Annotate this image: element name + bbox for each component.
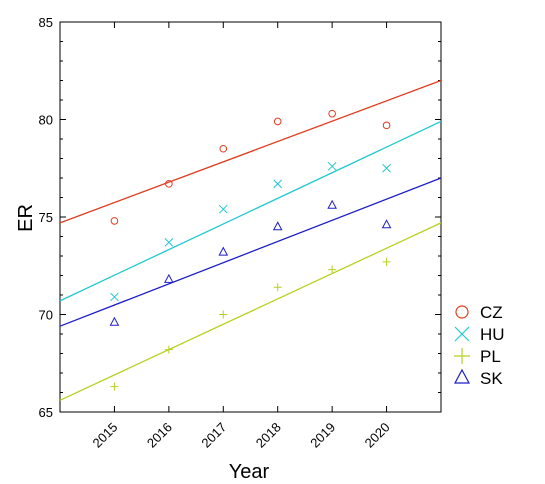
data-point-hu xyxy=(110,292,119,302)
fit-line-hu xyxy=(59,120,442,302)
plot-area: 65 70 75 80 85 2015 2016 2017 2018 2019 2020 xyxy=(39,15,442,451)
legend: CZ HU PL SK xyxy=(453,303,505,388)
data-point-sk xyxy=(327,199,337,209)
x-axis-title: Year xyxy=(229,461,270,483)
legend-label-sk: SK xyxy=(480,369,503,388)
data-point-hu xyxy=(164,237,174,247)
plot-frame xyxy=(59,21,442,413)
data-point-hu xyxy=(273,179,283,189)
data-point-cz xyxy=(382,121,391,130)
data-point-pl xyxy=(110,382,119,391)
legend-label-cz: CZ xyxy=(480,303,503,322)
fit-line-cz xyxy=(59,79,442,224)
data-point-hu xyxy=(218,204,228,214)
y-axis-title: ER xyxy=(15,204,37,232)
data-point-cz xyxy=(219,144,228,153)
data-point-sk xyxy=(218,246,229,256)
fit-line-pl xyxy=(59,222,442,401)
y-tick-label: 85 xyxy=(39,15,53,30)
data-point-sk xyxy=(381,219,392,229)
data-point-sk xyxy=(109,316,120,326)
data-point-cz xyxy=(328,109,336,118)
data-point-hu xyxy=(327,161,337,171)
legend-item-sk: SK xyxy=(453,368,503,388)
legend-marker-pl xyxy=(454,348,470,364)
legend-marker-sk xyxy=(453,368,471,384)
data-point-sk xyxy=(164,273,174,283)
x-tick-label: 2015 xyxy=(89,420,120,451)
x-tick-label: 2016 xyxy=(144,420,175,451)
data-point-hu xyxy=(382,163,391,173)
legend-marker-hu xyxy=(454,326,470,342)
data-point-cz xyxy=(110,217,119,225)
y-tick-label: 65 xyxy=(39,405,53,420)
data-point-pl xyxy=(273,283,282,292)
y-tick-label: 80 xyxy=(39,113,53,128)
x-tick-label: 2019 xyxy=(307,420,338,451)
legend-item-cz: CZ xyxy=(455,303,503,322)
data-point-cz xyxy=(273,117,282,126)
legend-item-pl: PL xyxy=(454,347,501,366)
data-point-sk xyxy=(272,221,283,231)
y-tick-label: 70 xyxy=(39,308,53,323)
legend-label-hu: HU xyxy=(480,325,505,344)
x-tick-label: 2020 xyxy=(362,420,393,451)
legend-item-hu: HU xyxy=(454,325,505,344)
data-point-pl xyxy=(219,310,228,319)
x-tick-label: 2017 xyxy=(198,420,229,451)
x-tick-label: 2018 xyxy=(253,420,284,451)
data-point-pl xyxy=(382,257,391,266)
legend-marker-cz xyxy=(455,305,469,319)
data-point-pl xyxy=(328,265,337,274)
y-tick-label: 75 xyxy=(39,210,53,225)
data-point-pl xyxy=(164,345,173,354)
data-point-cz xyxy=(165,180,173,188)
legend-label-pl: PL xyxy=(480,347,501,366)
fit-line-sk xyxy=(59,177,442,327)
